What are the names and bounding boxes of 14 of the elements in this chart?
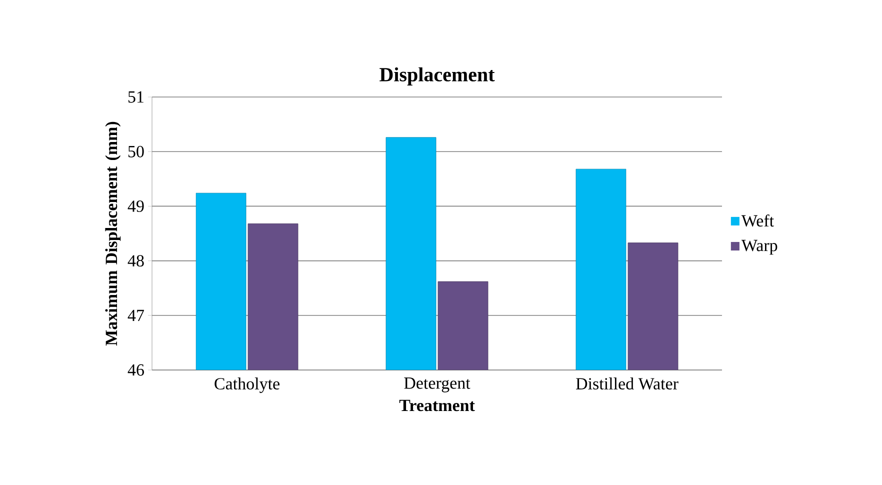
y-tick-label: 49 (128, 200, 144, 212)
y-tick-label: 48 (128, 255, 144, 267)
legend-label: Warp (741, 240, 778, 255)
y-tick-label: 51 (128, 91, 144, 103)
y-tick-label: 46 (128, 364, 144, 376)
y-tick-label: 50 (128, 146, 144, 158)
chart-title: Displacement (380, 67, 495, 86)
x-tick-label: Catholyte (214, 378, 280, 393)
x-tick-label: Detergent (404, 378, 470, 392)
legend-label: Weft (741, 214, 774, 227)
x-tick-label: Distilled Water (576, 378, 678, 390)
y-tick-label: 47 (128, 310, 144, 321)
x-axis-title: Treatment (399, 400, 475, 412)
y-axis-title: Maximum Displacement (mm) (105, 122, 121, 346)
